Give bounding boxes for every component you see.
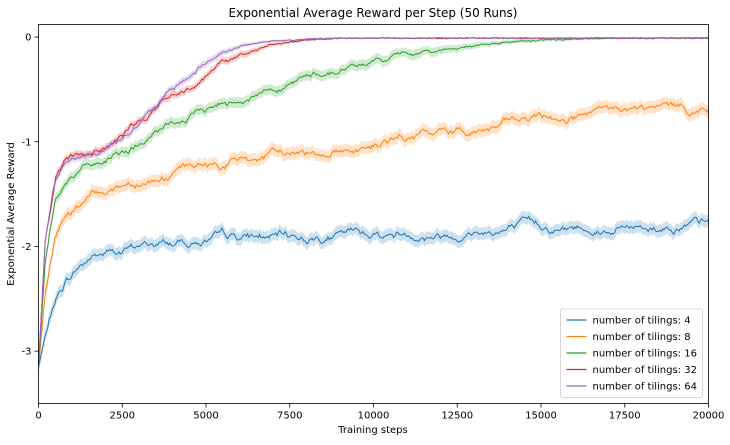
series-lines	[38, 36, 709, 368]
chart-title: Exponential Average Reward per Step (50 …	[229, 6, 518, 20]
x-axis-ticks: 0 2500 5000 7500 10000 12500 15000 17500 20000	[35, 403, 725, 422]
y-tick-label: 0	[25, 33, 31, 44]
legend-box	[560, 308, 703, 398]
series-band-1	[38, 210, 709, 374]
x-tick-label: 0	[35, 411, 41, 422]
series-line-5	[38, 36, 709, 367]
y-axis-label: Exponential Average Reward	[6, 142, 17, 286]
legend-entry-label: number of tilings: 64	[593, 382, 697, 393]
x-tick-label: 12500	[441, 411, 473, 422]
legend-entry-label: number of tilings: 16	[593, 349, 697, 360]
series-line-2	[38, 101, 709, 367]
x-tick-label: 20000	[693, 411, 725, 422]
x-tick-label: 7500	[277, 411, 302, 422]
legend-entry-label: number of tilings: 4	[593, 316, 691, 327]
x-tick-label: 17500	[609, 411, 641, 422]
y-tick-label: -2	[22, 242, 32, 253]
legend: number of tilings: 4 number of tilings: 8…	[560, 308, 703, 398]
legend-entry-label: number of tilings: 32	[593, 365, 697, 376]
y-axis-ticks: -3 -2 -1 0	[22, 33, 39, 358]
legend-entry-label: number of tilings: 8	[593, 332, 691, 343]
x-tick-label: 10000	[358, 411, 390, 422]
x-axis-label: Training steps	[337, 425, 407, 436]
y-tick-label: -1	[22, 137, 32, 148]
x-tick-label: 2500	[110, 411, 135, 422]
x-tick-label: 15000	[525, 411, 557, 422]
series-line-1	[38, 215, 709, 368]
x-tick-label: 5000	[193, 411, 218, 422]
y-tick-label: -3	[22, 347, 32, 358]
